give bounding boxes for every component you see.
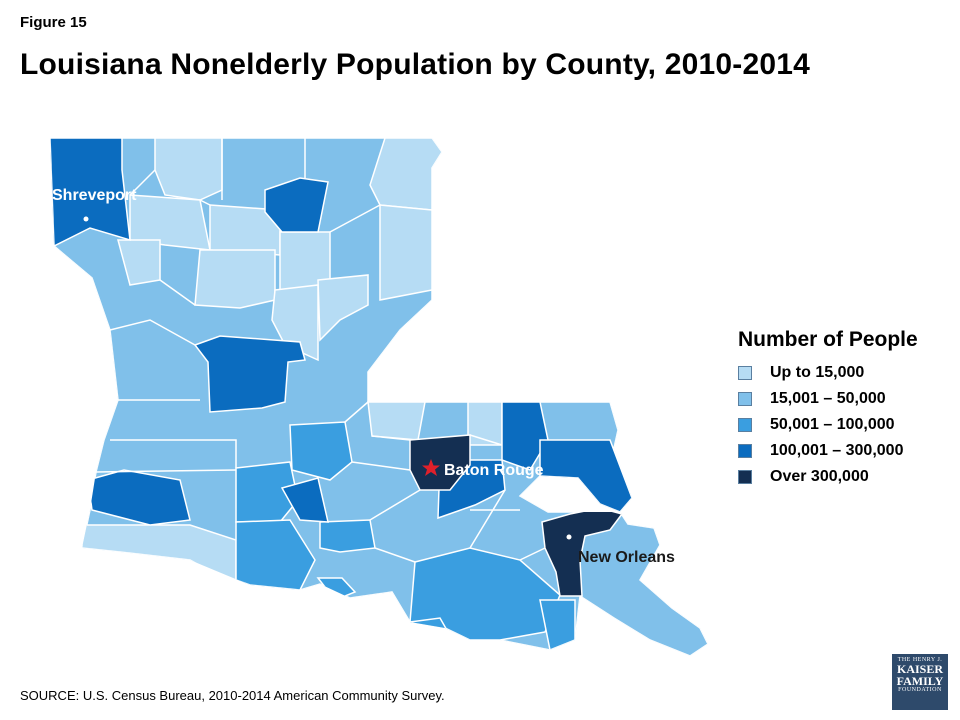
legend-label: Over 300,000 — [770, 468, 869, 485]
legend-swatch — [738, 392, 752, 406]
legend-title: Number of People — [738, 328, 918, 351]
tier3-parishes — [235, 421, 576, 652]
legend-swatch — [738, 470, 752, 484]
source-note: SOURCE: U.S. Census Bureau, 2010-2014 Am… — [20, 688, 445, 703]
parish-borders — [95, 138, 546, 563]
city-label-new-orleans: New Orleans — [578, 549, 675, 566]
capital-star-icon — [422, 459, 440, 476]
logo-line: FAMILY — [896, 674, 944, 688]
city-label-shreveport: Shreveport — [52, 187, 137, 204]
legend-item: 50,001 – 100,000 — [738, 412, 918, 438]
city-label-baton-rouge: Baton Rouge — [444, 462, 544, 479]
legend-label: 100,001 – 300,000 — [770, 442, 904, 459]
legend-label: 15,001 – 50,000 — [770, 390, 886, 407]
legend-swatch — [738, 366, 752, 380]
legend-swatch — [738, 418, 752, 432]
legend: Number of People Up to 15,000 15,001 – 5… — [738, 328, 918, 490]
logo-line: FOUNDATION — [898, 687, 942, 693]
page-title: Louisiana Nonelderly Population by Count… — [20, 48, 811, 81]
logo-line: THE HENRY J. — [897, 657, 943, 663]
new-orleans-marker — [566, 534, 572, 540]
tier1-parishes — [81, 138, 503, 587]
logo-line: KAISER — [896, 662, 943, 676]
legend-item: Up to 15,000 — [738, 360, 918, 386]
legend-label: 50,001 – 100,000 — [770, 416, 895, 433]
figure-label: Figure 15 — [20, 14, 87, 31]
legend-item: 15,001 – 50,000 — [738, 386, 918, 412]
tier4-parishes — [50, 138, 633, 526]
legend-swatch — [738, 444, 752, 458]
shreveport-marker — [83, 216, 89, 222]
legend-label: Up to 15,000 — [770, 364, 865, 381]
legend-item: 100,001 – 300,000 — [738, 438, 918, 464]
parish-regions — [50, 138, 708, 656]
legend-item: Over 300,000 — [738, 464, 918, 490]
kff-logo: THE HENRY J. KAISER FAMILY FOUNDATION — [892, 654, 948, 710]
